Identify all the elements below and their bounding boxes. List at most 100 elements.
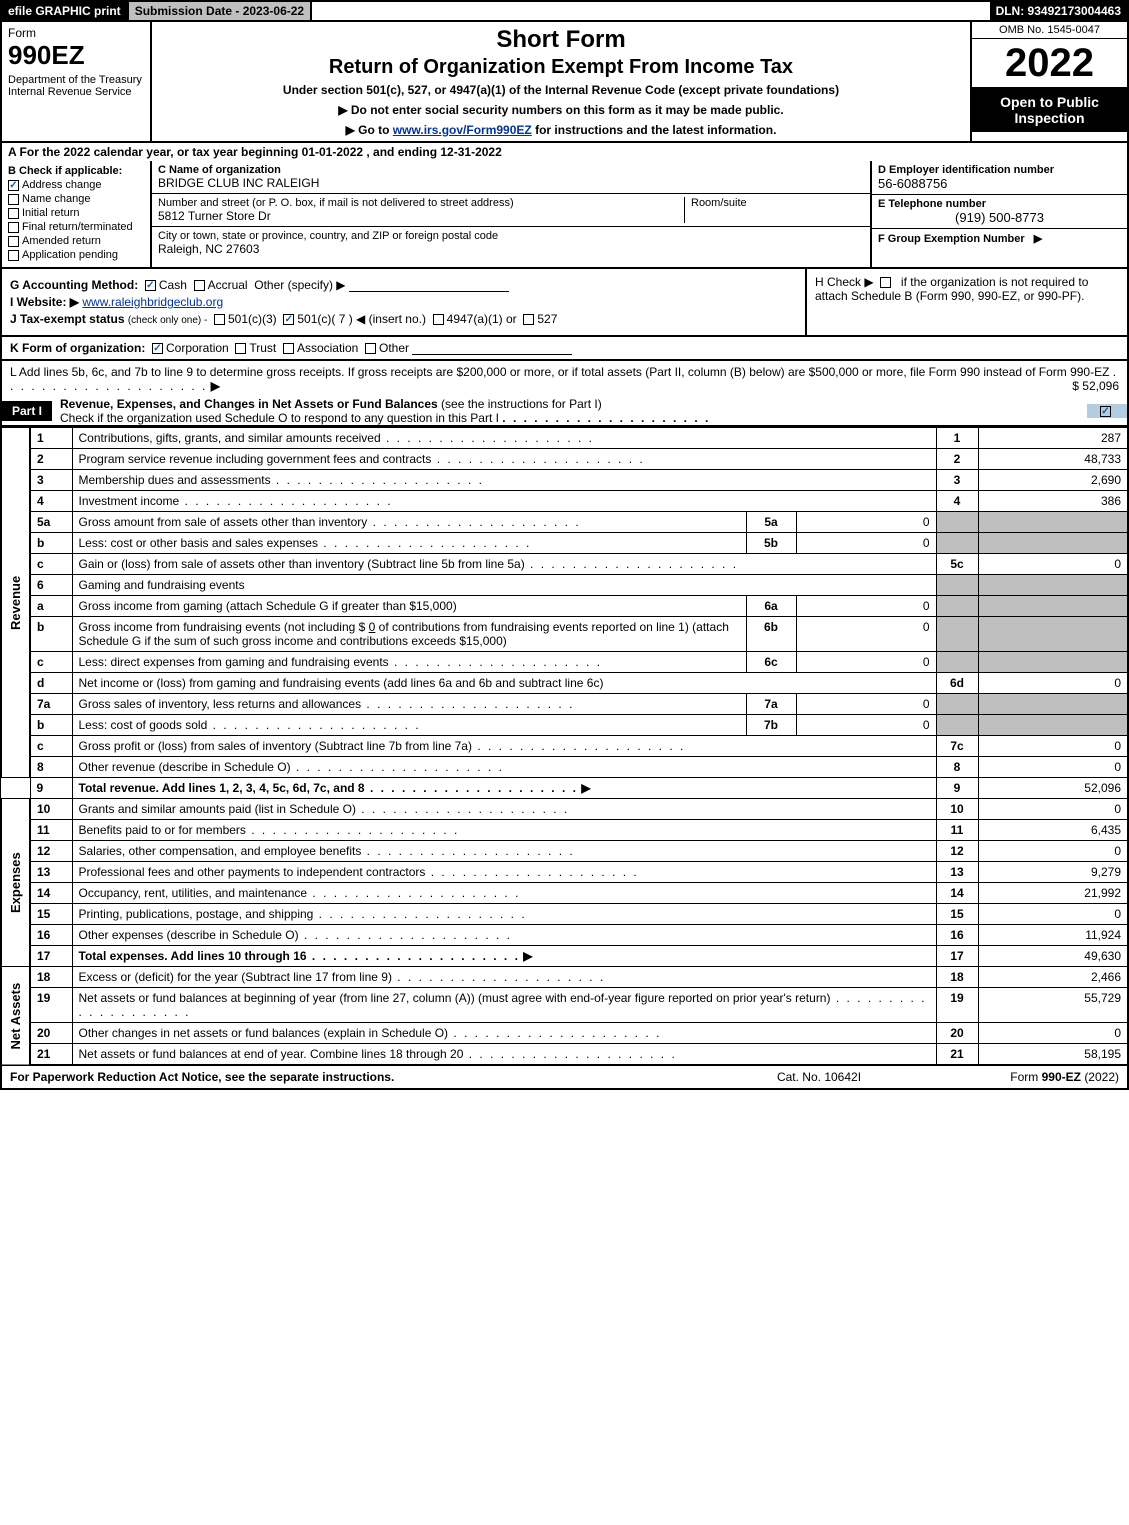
ln-21: 21 [30,1044,72,1066]
txt-6d: Net income or (loss) from gaming and fun… [79,676,604,690]
col-def: D Employer identification number 56-6088… [872,161,1127,267]
omb-number: OMB No. 1545-0047 [972,22,1127,39]
j-tax-exempt: J Tax-exempt status (check only one) - 5… [10,312,797,326]
txt-4: Investment income [79,494,180,508]
num-5c: 5c [936,554,978,575]
form-number: 990EZ [8,42,144,68]
txt-18: Excess or (deficit) for the year (Subtra… [79,970,392,984]
num-3: 3 [936,470,978,491]
ln-15: 15 [30,904,72,925]
txt-15: Printing, publications, postage, and shi… [79,907,314,921]
row-a-tax-year: A For the 2022 calendar year, or tax yea… [0,143,1129,161]
arrow-icon: ▶ [338,103,351,117]
txt-3: Membership dues and assessments [79,473,271,487]
gij-left: G Accounting Method: ✓Cash Accrual Other… [2,269,807,335]
amt-9: 52,096 [978,778,1128,799]
ln-3: 3 [30,470,72,491]
chk-527[interactable] [523,314,534,325]
chk-4947[interactable] [433,314,444,325]
ln-20: 20 [30,1023,72,1044]
row-k: K Form of organization: ✓Corporation Tru… [0,337,1129,361]
txt-7b: Less: cost of goods sold [79,718,208,732]
b-label: B Check if applicable: [8,165,144,177]
g-label: G Accounting Method: [10,278,138,292]
txt-1: Contributions, gifts, grants, and simila… [79,431,381,445]
txt-6b-amount: 0 [369,620,376,634]
txt-6c: Less: direct expenses from gaming and fu… [79,655,389,669]
col-b-checkboxes: B Check if applicable: ✓Address change N… [2,161,152,267]
txt-7a: Gross sales of inventory, less returns a… [79,697,362,711]
k-other-input[interactable] [412,354,572,355]
chk-other[interactable] [365,343,376,354]
txt-11: Benefits paid to or for members [79,823,246,837]
amt-6d: 0 [978,673,1128,694]
amt-12: 0 [978,841,1128,862]
ln-7a: 7a [30,694,72,715]
amt-5c: 0 [978,554,1128,575]
submission-date: Submission Date - 2023-06-22 [129,2,312,20]
part-i-header: Part I Revenue, Expenses, and Changes in… [0,397,1129,427]
chk-name-change[interactable]: Name change [8,193,144,205]
chk-assoc[interactable] [283,343,294,354]
ln-5c: c [30,554,72,575]
chk-final-return[interactable]: Final return/terminated [8,221,144,233]
chk-amended-return[interactable]: Amended return [8,235,144,247]
i-website: I Website: ▶ www.raleighbridgeclub.org [10,295,797,309]
subln-6a: 6a [746,596,796,617]
sub-6a: 0 [796,596,936,617]
num-17: 17 [936,946,978,967]
k-label: K Form of organization: [10,341,145,355]
goto-link[interactable]: www.irs.gov/Form990EZ [393,123,532,137]
chk-trust[interactable] [235,343,246,354]
ln-2: 2 [30,449,72,470]
chk-501c3[interactable] [214,314,225,325]
amt-8: 0 [978,757,1128,778]
chk-accrual[interactable] [194,280,205,291]
ln-17: 17 [30,946,72,967]
g-other-input[interactable] [349,291,509,292]
c-street-label: Number and street (or P. O. box, if mail… [158,197,684,209]
e-phone: (919) 500-8773 [878,210,1121,225]
ln-19: 19 [30,988,72,1023]
no-ssn: ▶ Do not enter social security numbers o… [160,103,962,117]
title-main: Short Form [160,26,962,54]
e-label: E Telephone number [878,198,1121,210]
amt-13: 9,279 [978,862,1128,883]
part-i-tag: Part I [2,401,52,421]
amt-15: 0 [978,904,1128,925]
chk-h[interactable] [880,277,891,288]
amt-19: 55,729 [978,988,1128,1023]
row-l: L Add lines 5b, 6c, and 7b to line 9 to … [0,361,1129,397]
chk-501c[interactable]: ✓ [283,314,294,325]
title-sub: Return of Organization Exempt From Incom… [160,56,962,79]
goto-post: for instructions and the latest informat… [535,123,776,137]
form-id-block: Form 990EZ Department of the Treasury In… [2,22,152,141]
schedule-o-checkbox[interactable]: ✓ [1087,404,1127,418]
chk-cash[interactable]: ✓ [145,280,156,291]
num-8: 8 [936,757,978,778]
chk-application-pending[interactable]: Application pending [8,249,144,261]
chk-address-change[interactable]: ✓Address change [8,179,144,191]
amt-18: 2,466 [978,967,1128,988]
part-i-table: Revenue 1 Contributions, gifts, grants, … [0,427,1129,1066]
txt-5c: Gain or (loss) from sale of assets other… [79,557,525,571]
txt-5a: Gross amount from sale of assets other t… [79,515,368,529]
f-label: F Group Exemption Number [878,233,1025,245]
website-link[interactable]: www.raleighbridgeclub.org [82,295,223,309]
form-word: Form [8,26,144,40]
ln-5b: b [30,533,72,554]
l-amount: $ 52,096 [1072,379,1119,393]
txt-6b-pre: Gross income from fundraising events (no… [79,620,369,634]
g-other: Other (specify) ▶ [254,278,345,292]
txt-6a: Gross income from gaming (attach Schedul… [79,599,457,613]
sub-5b: 0 [796,533,936,554]
txt-12: Salaries, other compensation, and employ… [79,844,362,858]
ln-4: 4 [30,491,72,512]
sub-7b: 0 [796,715,936,736]
accounting-block: G Accounting Method: ✓Cash Accrual Other… [0,269,1129,337]
department: Department of the Treasury Internal Reve… [8,74,144,98]
chk-initial-return[interactable]: Initial return [8,207,144,219]
chk-corp[interactable]: ✓ [152,343,163,354]
ln-5a: 5a [30,512,72,533]
form-title-block: Short Form Return of Organization Exempt… [152,22,972,141]
